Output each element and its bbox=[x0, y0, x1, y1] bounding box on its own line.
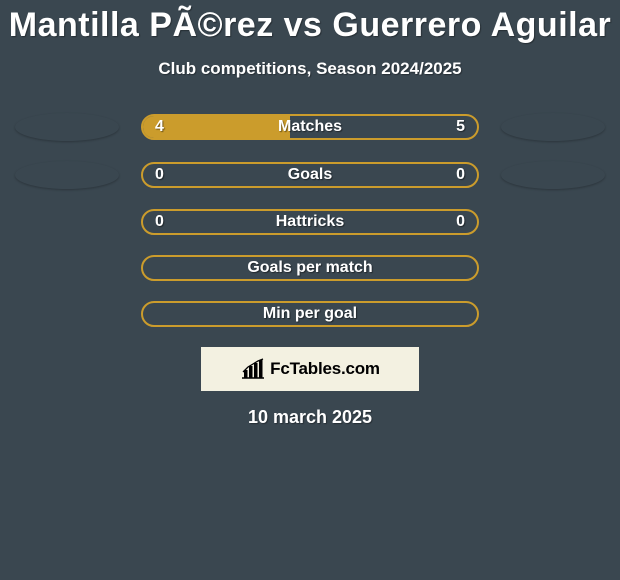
date-label: 10 march 2025 bbox=[0, 407, 620, 428]
chart-icon bbox=[240, 358, 266, 380]
stat-label: Hattricks bbox=[143, 211, 477, 233]
stat-label: Goals per match bbox=[143, 257, 477, 279]
stat-row: Min per goal bbox=[0, 301, 620, 327]
stat-row: 4 Matches 5 bbox=[0, 113, 620, 141]
stat-bar: Min per goal bbox=[141, 301, 479, 327]
stat-label: Goals bbox=[143, 164, 477, 186]
avatar-dot-left bbox=[15, 113, 119, 141]
page-title: Mantilla PÃ©rez vs Guerrero Aguilar bbox=[0, 0, 620, 45]
comparison-card: Mantilla PÃ©rez vs Guerrero Aguilar Club… bbox=[0, 0, 620, 580]
brand-text: FcTables.com bbox=[270, 359, 380, 379]
stat-label: Min per goal bbox=[143, 303, 477, 325]
stat-row: Goals per match bbox=[0, 255, 620, 281]
subtitle: Club competitions, Season 2024/2025 bbox=[0, 59, 620, 79]
stat-bar: 0 Hattricks 0 bbox=[141, 209, 479, 235]
left-dot-col bbox=[7, 113, 127, 141]
avatar-dot-right bbox=[501, 161, 605, 189]
right-dot-col bbox=[493, 113, 613, 141]
brand-badge: FcTables.com bbox=[201, 347, 419, 391]
stat-bar: 0 Goals 0 bbox=[141, 162, 479, 188]
stat-row: 0 Goals 0 bbox=[0, 161, 620, 189]
stat-bar: Goals per match bbox=[141, 255, 479, 281]
stats-block: 4 Matches 5 0 Goals 0 bbox=[0, 113, 620, 327]
left-dot-col bbox=[7, 161, 127, 189]
stat-row: 0 Hattricks 0 bbox=[0, 209, 620, 235]
avatar-dot-left bbox=[15, 161, 119, 189]
stat-right-value: 5 bbox=[456, 116, 465, 138]
right-dot-col bbox=[493, 161, 613, 189]
stat-bar: 4 Matches 5 bbox=[141, 114, 479, 140]
stat-right-value: 0 bbox=[456, 211, 465, 233]
stat-label: Matches bbox=[143, 116, 477, 138]
stat-right-value: 0 bbox=[456, 164, 465, 186]
avatar-dot-right bbox=[501, 113, 605, 141]
